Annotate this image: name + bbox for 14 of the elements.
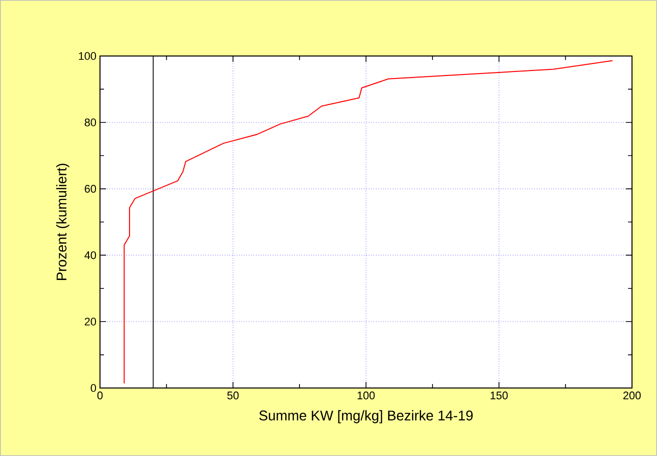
y-tick-label: 100: [78, 52, 96, 60]
y-axis-title: Prozent (kumuliert): [56, 164, 70, 280]
x-tick-label: 200: [623, 392, 641, 400]
x-axis-title: Summe KW [mg/kg] Bezirke 14-19: [259, 410, 473, 424]
y-tick-label: 40: [84, 251, 96, 260]
y-tick-label: 0: [90, 384, 96, 392]
y-tick-label: 20: [84, 318, 96, 326]
y-tick-label: 80: [84, 118, 96, 126]
x-tick-label: 50: [227, 392, 239, 400]
x-tick-label: 0: [97, 392, 103, 400]
y-tick-label: 60: [84, 184, 96, 193]
line-series: [124, 60, 614, 384]
x-tick-label: 150: [490, 392, 508, 400]
x-tick-label: 100: [358, 392, 375, 400]
